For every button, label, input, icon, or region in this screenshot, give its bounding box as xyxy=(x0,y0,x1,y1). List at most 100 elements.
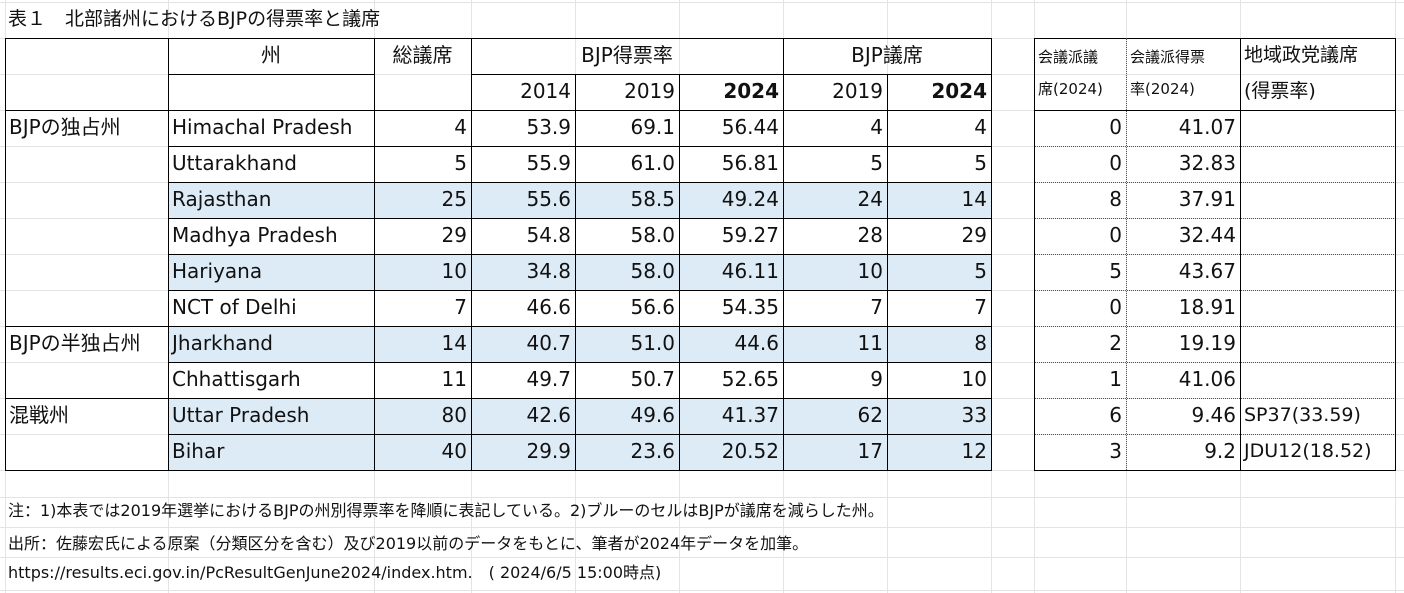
cell-seats-2024: 29 xyxy=(961,223,987,247)
cell-regional: JDU12(18.52) xyxy=(1244,440,1372,462)
cell-regional xyxy=(1240,362,1395,398)
cell-vote-2024: 52.65 xyxy=(721,367,779,391)
cell-vote-2024: 49.24 xyxy=(679,182,783,218)
cell-regional xyxy=(1240,218,1395,254)
cell-seats-2019: 11 xyxy=(783,326,887,362)
cell-congress-vote: 18.91 xyxy=(1178,295,1236,319)
cell-regional xyxy=(1240,254,1395,290)
cell-total-seats: 4 xyxy=(454,115,467,139)
cell-vote-2014: 55.6 xyxy=(471,182,575,218)
cell-state: Hariyana xyxy=(168,254,374,290)
cell-seats-2019: 62 xyxy=(783,398,887,434)
cell-vote-2024: 54.35 xyxy=(721,295,779,319)
cell-regional xyxy=(1240,182,1395,218)
cell-state: Jharkhand xyxy=(168,326,374,362)
cell-congress-vote: 32.83 xyxy=(1178,151,1236,175)
cell-total-seats: 29 xyxy=(441,223,467,247)
cell-vote-2019: 61.0 xyxy=(630,151,675,175)
cell-congress-seats: 5 xyxy=(1109,259,1122,283)
cell-seats-2024: 7 xyxy=(974,295,987,319)
cell-congress-seats: 2 xyxy=(1109,331,1122,355)
cell-vote-2024: 56.44 xyxy=(721,115,779,139)
cell-seats-2019: 7 xyxy=(870,295,883,319)
header-congress-seats-line1: 会議派議 xyxy=(1038,48,1099,66)
cell-congress-vote: 9.2 xyxy=(1204,439,1236,463)
cell-vote-2014: 46.6 xyxy=(526,295,571,319)
cell-regional xyxy=(1240,290,1395,326)
cell-seats-2024: 5 xyxy=(887,254,991,290)
header-bjp-seats: BJP議席 xyxy=(851,43,923,67)
cell-congress-seats: 3 xyxy=(1109,439,1122,463)
cell-total-seats: 11 xyxy=(441,367,467,391)
cell-seats-2019: 5 xyxy=(870,151,883,175)
cell-total-seats: 7 xyxy=(454,295,467,319)
cell-seats-2019: 9 xyxy=(870,367,883,391)
group-label-contested: 混戦州 xyxy=(9,403,69,427)
cell-congress-vote: 41.07 xyxy=(1178,115,1236,139)
cell-seats-2019: 4 xyxy=(870,115,883,139)
cell-seats-2019: 28 xyxy=(857,223,883,247)
cell-vote-2019: 56.6 xyxy=(630,295,675,319)
cell-regional xyxy=(1240,326,1395,362)
cell-congress-vote: 37.91 xyxy=(1178,187,1236,211)
group-label-bjp-semi-dominant: BJPの半独占州 xyxy=(9,331,141,355)
cell-state: Rajasthan xyxy=(168,182,374,218)
cell-vote-2014: 53.9 xyxy=(526,115,571,139)
cell-vote-2014: 42.6 xyxy=(471,398,575,434)
cell-seats-2024: 10 xyxy=(961,367,987,391)
cell-congress-vote: 32.44 xyxy=(1178,223,1236,247)
cell-vote-2014: 34.8 xyxy=(471,254,575,290)
cell-vote-2019: 58.0 xyxy=(575,254,679,290)
header-regional-line2: (得票率) xyxy=(1244,80,1316,102)
cell-state: Uttarakhand xyxy=(172,151,297,175)
cell-seats-2024: 14 xyxy=(887,182,991,218)
cell-vote-2019: 58.0 xyxy=(630,223,675,247)
cell-vote-2024: 44.6 xyxy=(679,326,783,362)
cell-regional xyxy=(1240,110,1395,146)
cell-congress-seats: 6 xyxy=(1109,403,1122,427)
cell-congress-seats: 0 xyxy=(1109,295,1122,319)
cell-seats-2024: 8 xyxy=(887,326,991,362)
cell-vote-2024: 20.52 xyxy=(679,434,783,470)
cell-vote-2024: 46.11 xyxy=(679,254,783,290)
cell-congress-seats: 1 xyxy=(1109,367,1122,391)
cell-total-seats: 25 xyxy=(374,182,471,218)
cell-vote-2014: 49.7 xyxy=(526,367,571,391)
group-label-bjp-dominant: BJPの独占州 xyxy=(9,115,121,139)
table-title: 表１ 北部諸州におけるBJPの得票率と議席 xyxy=(8,8,381,30)
cell-congress-seats: 0 xyxy=(1109,223,1122,247)
cell-state: Chhattisgarh xyxy=(172,367,301,391)
cell-seats-2019: 17 xyxy=(783,434,887,470)
header-seats-2024: 2024 xyxy=(931,79,987,103)
cell-state: Madhya Pradesh xyxy=(172,223,338,247)
cell-congress-seats: 0 xyxy=(1109,151,1122,175)
cell-seats-2024: 33 xyxy=(887,398,991,434)
header-vote-2014: 2014 xyxy=(520,79,571,103)
cell-seats-2024: 5 xyxy=(974,151,987,175)
header-vote-2019: 2019 xyxy=(624,79,675,103)
cell-vote-2014: 29.9 xyxy=(471,434,575,470)
header-congress-vote-line2: 率(2024) xyxy=(1130,80,1195,98)
cell-congress-seats: 0 xyxy=(1109,115,1122,139)
cell-state: Himachal Pradesh xyxy=(172,115,353,139)
cell-congress-vote: 41.06 xyxy=(1178,367,1236,391)
header-vote-2024: 2024 xyxy=(723,79,779,103)
cell-vote-2024: 56.81 xyxy=(721,151,779,175)
cell-vote-2019: 51.0 xyxy=(575,326,679,362)
cell-vote-2019: 49.6 xyxy=(575,398,679,434)
header-regional-line1: 地域政党議席 xyxy=(1244,44,1359,66)
cell-seats-2024: 12 xyxy=(887,434,991,470)
cell-state: Bihar xyxy=(168,434,374,470)
header-seats-2019: 2019 xyxy=(832,79,883,103)
note-explanation: 注：1)本表では2019年選挙におけるBJPの州別得票率を降順に表記している。2… xyxy=(8,501,884,520)
cell-total-seats: 40 xyxy=(374,434,471,470)
cell-vote-2024: 59.27 xyxy=(721,223,779,247)
cell-vote-2014: 55.9 xyxy=(526,151,571,175)
cell-congress-vote: 9.46 xyxy=(1191,403,1236,427)
cell-congress-vote: 19.19 xyxy=(1178,331,1236,355)
header-total-seats: 総議席 xyxy=(392,43,453,67)
cell-vote-2019: 58.5 xyxy=(575,182,679,218)
cell-vote-2019: 50.7 xyxy=(630,367,675,391)
cell-total-seats: 14 xyxy=(374,326,471,362)
cell-regional xyxy=(1240,146,1395,182)
